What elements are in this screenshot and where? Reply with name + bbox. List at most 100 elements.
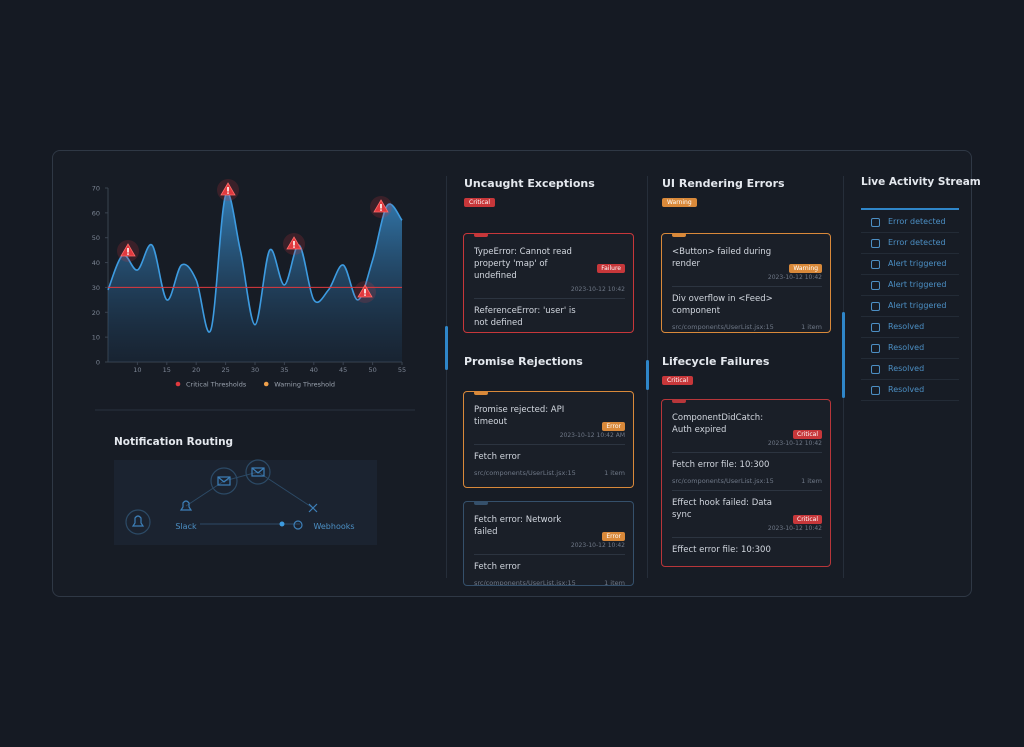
scroll-indicator xyxy=(842,312,845,398)
row-text: Promise rejected: API timeout xyxy=(474,405,565,427)
stream-label: Error detected xyxy=(888,238,946,247)
stream-underline xyxy=(861,208,959,210)
y-tick-label: 10 xyxy=(92,334,100,342)
stream-label: Alert triggered xyxy=(888,280,947,289)
stream-icon xyxy=(871,280,880,290)
stream-item: Resolved xyxy=(861,317,959,338)
stream-label: Error detected xyxy=(888,217,946,226)
stream-item: Alert triggered xyxy=(861,296,959,317)
row-badge: Error xyxy=(602,532,625,541)
row-time: 2023-10-12 10:42 xyxy=(570,286,625,293)
stream-item: Alert triggered xyxy=(861,275,959,296)
row-text: Effect error file: 10:300 xyxy=(672,545,771,555)
stream-item: Resolved xyxy=(861,338,959,359)
y-tick-label: 0 xyxy=(96,359,100,367)
stream-item: Resolved xyxy=(861,359,959,380)
stream-label: Resolved xyxy=(888,385,925,394)
x-tick-label: 55 xyxy=(398,366,406,374)
row-time: 2023-10-12 10:42 xyxy=(767,274,822,281)
row-text: ComponentDidCatch: Auth expired xyxy=(672,413,764,435)
section-badge: Critical xyxy=(662,376,693,385)
card-row: TypeError: Cannot read property 'map' of… xyxy=(474,240,625,299)
card-row: Effect hook failed: Data sync Critical 202… xyxy=(672,491,822,538)
row-count: 1 item xyxy=(801,323,822,331)
legend-label: Warning Threshold xyxy=(274,381,335,389)
x-tick-label: 15 xyxy=(163,366,171,374)
stream-icon xyxy=(871,343,880,353)
stream-icon xyxy=(871,322,880,332)
stream-item: Resolved xyxy=(861,380,959,401)
row-time: 2023-10-12 10:42 AM xyxy=(559,432,625,439)
row-time: 2023-10-12 10:42 xyxy=(767,525,822,532)
row-text: Fetch error file: 10:300 xyxy=(672,460,770,470)
row-count: 1 item xyxy=(604,469,625,477)
card-tab xyxy=(474,233,488,237)
stream-icon xyxy=(871,364,880,374)
section-badge: Warning xyxy=(662,198,697,207)
card-row: <Button> failed during render Warning 2023… xyxy=(672,240,822,287)
x-tick-label: 10 xyxy=(133,366,141,374)
card-row: Fetch error file: 10:300 src/components/U… xyxy=(672,453,822,491)
stream-icon xyxy=(871,259,880,269)
row-meta: src/components/UserList.jsx:15 1 item xyxy=(672,323,822,331)
row-text: TypeError: Cannot read property 'map' of… xyxy=(474,247,572,281)
stream-title: Live Activity Stream xyxy=(861,176,981,188)
stream-label: Alert triggered xyxy=(888,301,947,310)
row-count: 1 item xyxy=(604,579,625,585)
row-path: src/components/UserList.jsx:15 xyxy=(672,477,774,485)
row-meta: src/components/UserList.jsx:15 1 item xyxy=(672,477,822,485)
area-line xyxy=(107,192,403,333)
alert-marker xyxy=(353,280,377,304)
card-row: Fetch error src/components/UserList.jsx:1… xyxy=(474,445,625,482)
stream-item: Alert triggered xyxy=(861,254,959,275)
section-title: Promise Rejections xyxy=(464,355,583,368)
legend-swatch xyxy=(175,381,181,387)
section-title: UI Rendering Errors xyxy=(662,177,785,190)
x-tick-label: 20 xyxy=(192,366,200,374)
routing-dot xyxy=(279,521,285,527)
card-body: TypeError: Cannot read property 'map' of… xyxy=(474,240,625,332)
y-tick-label: 60 xyxy=(92,209,100,217)
routing-icons xyxy=(125,459,318,535)
y-tick-label: 70 xyxy=(92,185,100,193)
row-badge: Failure xyxy=(597,264,625,273)
row-count: 1 item xyxy=(801,477,822,485)
row-meta: src/components/UserList.jsx:15 1 item xyxy=(474,469,625,477)
stream-icon xyxy=(871,385,880,395)
scroll-indicator xyxy=(646,360,649,390)
legend-swatch xyxy=(263,381,269,387)
card-tab xyxy=(672,233,686,237)
stream-label: Alert triggered xyxy=(888,259,947,268)
y-tick-label: 20 xyxy=(92,309,100,317)
row-text: ReferenceError: 'user' is not defined xyxy=(474,306,576,328)
card-row: ReferenceError: 'user' is not definedsrc… xyxy=(474,299,625,332)
card-row: Promise rejected: API timeout Error 2023-1… xyxy=(474,398,625,445)
routing-box xyxy=(114,460,377,545)
row-meta: src/components/UserList.jsx:15 1 item xyxy=(474,579,625,585)
error-card: Promise rejected: API timeout Error 2023-1… xyxy=(463,391,634,488)
row-text: Fetch error xyxy=(474,562,521,572)
area-fill xyxy=(108,193,402,362)
card-row: ComponentDidCatch: Auth expired Critical 2… xyxy=(672,406,822,453)
stream-label: Resolved xyxy=(888,343,925,352)
x-tick-label: 45 xyxy=(339,366,347,374)
alert-marker xyxy=(369,195,393,219)
legend-label: Critical Thresholds xyxy=(186,381,247,389)
y-tick-label: 40 xyxy=(92,259,100,267)
x-tick-label: 50 xyxy=(368,366,376,374)
card-body: Promise rejected: API timeout Error 2023-1… xyxy=(474,398,625,487)
y-tick-label: 30 xyxy=(92,284,100,292)
card-tab xyxy=(474,391,488,395)
card-body: Fetch error: Network failed Error 2023-10-… xyxy=(474,508,625,585)
row-text: Fetch error xyxy=(474,452,521,462)
card-body: ComponentDidCatch: Auth expired Critical 2… xyxy=(672,406,822,566)
error-card: Fetch error: Network failed Error 2023-10-… xyxy=(463,501,634,586)
card-row: Fetch error: Network failed Error 2023-10-… xyxy=(474,508,625,555)
stream-item: Error detected xyxy=(861,233,959,254)
section-title: Lifecycle Failures xyxy=(662,355,770,368)
x-tick-label: 40 xyxy=(310,366,318,374)
row-badge: Warning xyxy=(789,264,822,273)
row-time: 2023-10-12 10:42 xyxy=(570,542,625,549)
row-path: src/components/UserList.jsx:15 xyxy=(672,323,774,331)
row-text: Effect hook failed: Data sync xyxy=(672,498,772,520)
